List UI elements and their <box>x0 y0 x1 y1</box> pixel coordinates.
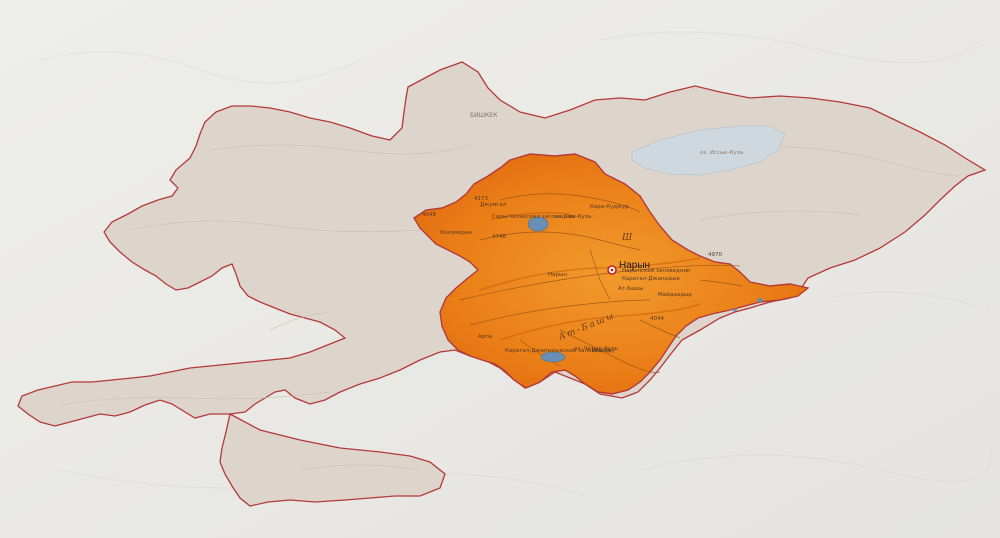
son-kul-label: оз. Сон-Куль <box>555 214 592 220</box>
chatyr-kul-label: оз. Чатыр-Куль <box>574 346 618 352</box>
small-lake <box>757 298 763 302</box>
naryn-city-marker[interactable]: Нарын <box>607 260 650 275</box>
river-label-djumgal: Джумгал <box>480 202 507 208</box>
river-label-kara-kujur: Кара-Куджур <box>590 204 629 210</box>
peak-label: 4044 <box>650 316 664 322</box>
issyk-kul-label: оз. Иссык-Куль <box>700 150 744 156</box>
river-label-mayda: Майдаадыр <box>658 291 692 298</box>
river-label-kokemeren: Кокомерен <box>440 230 472 236</box>
reserve-label-sarychat: Сары-Челекский заповедник <box>492 213 577 220</box>
peak-label: 4173 <box>474 196 488 202</box>
peak-label: 4748 <box>492 234 506 240</box>
river-label-at-bashy: Ат-Башы <box>618 286 643 292</box>
river-label-naryn: Нарын <box>548 272 567 278</box>
river-label-arpa: Арпа <box>478 334 492 340</box>
issyk-kul-lake <box>631 125 786 176</box>
peak-label: 4970 <box>708 252 722 258</box>
naryn-ridges <box>479 212 701 341</box>
chatyr-kul-lake <box>540 351 566 363</box>
city-label: Нарын <box>619 260 650 271</box>
capital-label: БИШКЕК <box>470 112 498 119</box>
son-kul-lake <box>527 216 549 232</box>
reserve-label-chatkal: Каратал-Джапырыкский заповедник <box>505 347 613 354</box>
range-label-tien-shan: Ш <box>621 233 634 243</box>
city-marker-dot <box>610 268 614 272</box>
naryn-rivers <box>459 193 743 373</box>
river-label-kek-suu: Кек-Суу <box>592 348 616 354</box>
peak-label: 4048 <box>422 212 436 218</box>
south-strip <box>219 413 446 507</box>
reserve-label-karatal: Каратал-Джапырык <box>622 276 681 282</box>
small-lake <box>733 308 737 312</box>
reserve-label-naryn: Нарынский заповедник <box>622 267 691 274</box>
